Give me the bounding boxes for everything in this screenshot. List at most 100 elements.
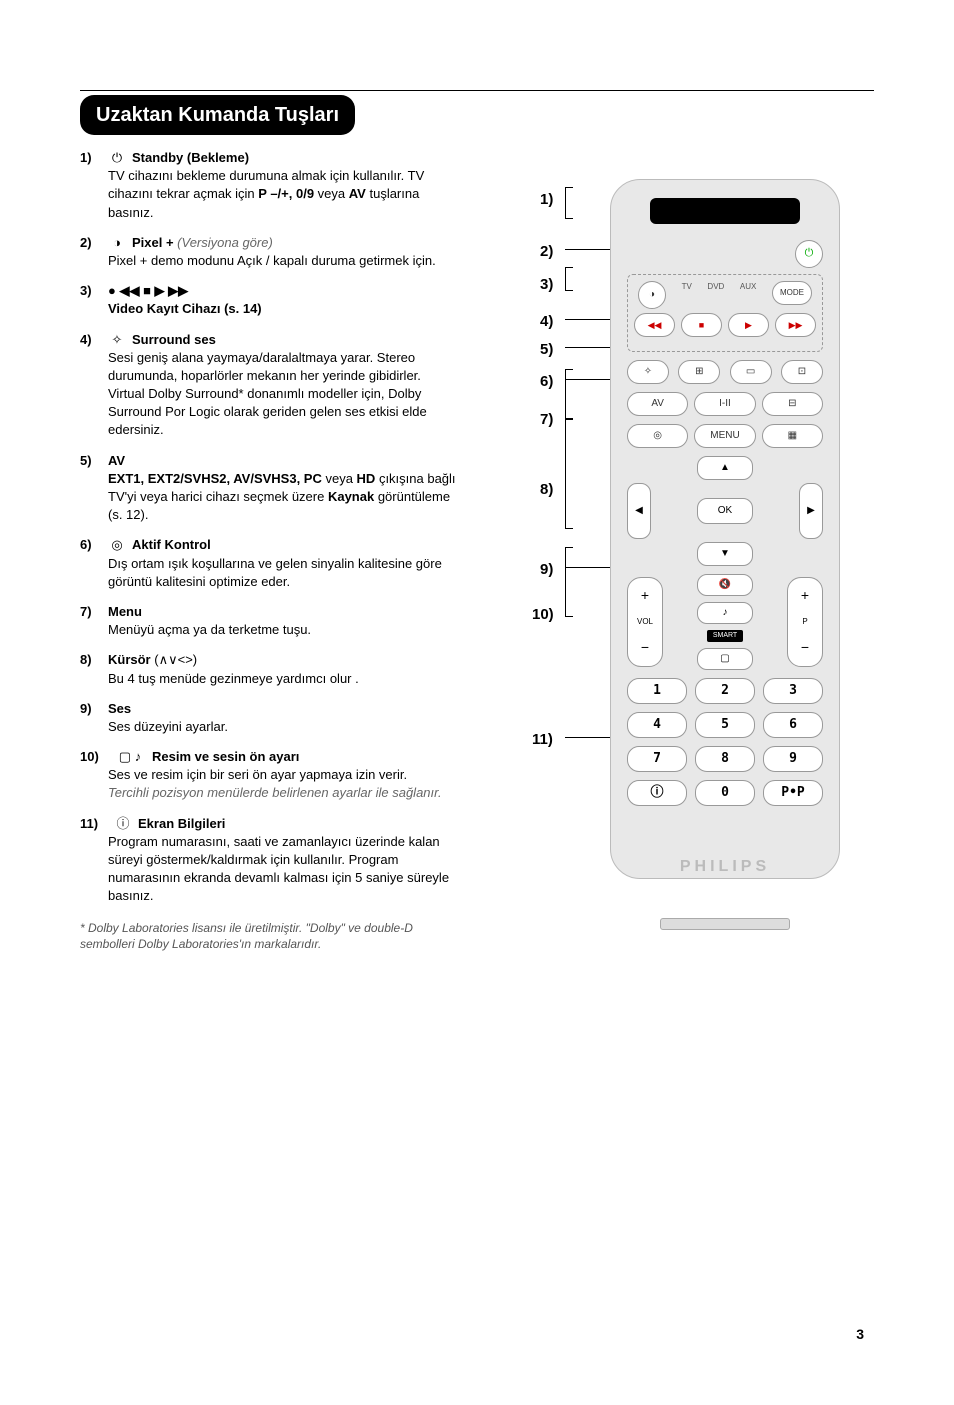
- forward-button[interactable]: ▶▶: [775, 313, 816, 337]
- item-11: 11) ⓘ Ekran Bilgileri Program numarasını…: [80, 815, 460, 906]
- digit-5-button[interactable]: 5: [695, 712, 755, 738]
- item-2: 2) ◑ Pixel + (Versiyona göre) Pixel + de…: [80, 234, 460, 270]
- item-num: 4): [80, 331, 102, 349]
- digit-6-button[interactable]: 6: [763, 712, 823, 738]
- stop-button[interactable]: ■: [681, 313, 722, 337]
- ok-button[interactable]: OK: [697, 498, 753, 524]
- page-title: Uzaktan Kumanda Tuşları: [80, 95, 355, 135]
- brand-logo: PHILIPS: [627, 856, 823, 878]
- item-5: 5) AV EXT1, EXT2/SVHS2, AV/SVHS3, PC vey…: [80, 452, 460, 525]
- teletext-button[interactable]: ⊞: [678, 360, 720, 384]
- mode-button[interactable]: MODE: [772, 281, 812, 305]
- item-num: 2): [80, 234, 102, 252]
- mode-label: DVD: [707, 281, 724, 309]
- callout-line: [565, 547, 573, 617]
- item-head: Standby (Bekleme): [132, 149, 249, 167]
- av-button[interactable]: AV: [627, 392, 688, 416]
- item-head: Menu: [108, 603, 142, 621]
- item-num: 7): [80, 603, 102, 621]
- item-head: Pixel + (Versiyona göre): [132, 234, 273, 252]
- digit-4-button[interactable]: 4: [627, 712, 687, 738]
- item-head: Aktif Kontrol: [132, 536, 211, 554]
- cursor-right-button[interactable]: ▶: [799, 483, 823, 539]
- list-button[interactable]: ⊟: [762, 392, 823, 416]
- smart-sound-button[interactable]: ♪: [697, 602, 753, 624]
- item-1: 1) ⏻ Standby (Bekleme) TV cihazını bekle…: [80, 149, 460, 222]
- guide-button[interactable]: ▦: [762, 424, 823, 448]
- item-head: Ekran Bilgileri: [138, 815, 225, 833]
- transport-icons: ● ◀◀ ■ ▶ ▶▶: [108, 282, 188, 300]
- mute-button[interactable]: 🔇: [697, 574, 753, 596]
- callout-line: [565, 369, 573, 419]
- callout-2: 2): [540, 241, 553, 262]
- power-button[interactable]: ⏻: [795, 240, 823, 268]
- mode-section: ◑ TV DVD AUX MODE ◀◀ ■ ▶ ▶▶: [627, 274, 823, 352]
- digit-7-button[interactable]: 7: [627, 746, 687, 772]
- item-head: Kürsör (∧∨<>): [108, 651, 197, 669]
- item-num: 3): [80, 282, 102, 300]
- pp-button[interactable]: P•P: [763, 780, 823, 806]
- digit-2-button[interactable]: 2: [695, 678, 755, 704]
- digit-3-button[interactable]: 3: [763, 678, 823, 704]
- item-num: 1): [80, 149, 102, 167]
- item-num: 6): [80, 536, 102, 554]
- item-4: 4) ✧ Surround ses Sesi geniş alana yayma…: [80, 331, 460, 440]
- ir-window: [650, 198, 800, 224]
- number-pad: 1 2 3 4 5 6 7 8 9 ⓘ 0 P•P: [627, 678, 823, 806]
- digit-8-button[interactable]: 8: [695, 746, 755, 772]
- content-row: 1) ⏻ Standby (Bekleme) TV cihazını bekle…: [80, 149, 874, 953]
- callout-8: 8): [540, 479, 553, 500]
- menu-button[interactable]: MENU: [694, 424, 755, 448]
- item-body: Pixel + demo modunu Açık / kapalı duruma…: [108, 252, 460, 270]
- cursor-up-button[interactable]: ▲: [697, 456, 753, 480]
- item-num: 9): [80, 700, 102, 718]
- program-rocker[interactable]: + P −: [787, 577, 823, 667]
- active-control-button[interactable]: ◎: [627, 424, 688, 448]
- cursor-left-button[interactable]: ◀: [627, 483, 651, 539]
- format-button[interactable]: ▭: [730, 360, 772, 384]
- smart-icon: ▢ ♪: [114, 748, 146, 766]
- digit-1-button[interactable]: 1: [627, 678, 687, 704]
- page-number: 3: [856, 1325, 864, 1345]
- right-column: 1) 2) 3) 4) 5) 6) 7) 8) 9) 10) 1: [490, 149, 874, 953]
- digit-0-button[interactable]: 0: [695, 780, 755, 806]
- surround-button[interactable]: ✧: [627, 360, 669, 384]
- callout-10: 10): [532, 604, 554, 625]
- vol-label: VOL: [637, 616, 653, 627]
- callout-1: 1): [540, 189, 553, 210]
- callout-line: [565, 187, 573, 219]
- nav-pad: ▲ ▼ ◀ ▶ OK: [627, 456, 823, 566]
- item-num: 5): [80, 452, 102, 470]
- callout-line: [565, 267, 573, 291]
- volume-rocker[interactable]: + VOL −: [627, 577, 663, 667]
- left-column: 1) ⏻ Standby (Bekleme) TV cihazını bekle…: [80, 149, 460, 953]
- item-head: Ses: [108, 700, 131, 718]
- info-icon: ⓘ: [114, 815, 132, 833]
- info-button[interactable]: ⓘ: [627, 780, 687, 806]
- cursor-down-button[interactable]: ▼: [697, 542, 753, 566]
- p-label: P: [802, 616, 807, 627]
- item-head2: Video Kayıt Cihazı (s. 14): [108, 300, 460, 318]
- item-6: 6) ◎ Aktif Kontrol Dış ortam ışık koşull…: [80, 536, 460, 591]
- item-7: 7) Menu Menüyü açma ya da terketme tuşu.: [80, 603, 460, 639]
- item-body: Sesi geniş alana yaymaya/daralaltmaya ya…: [108, 349, 460, 440]
- plus-icon: +: [801, 586, 809, 606]
- item-body: Dış ortam ışık koşullarına ve gelen siny…: [108, 555, 460, 591]
- item-head: AV: [108, 452, 125, 470]
- digit-9-button[interactable]: 9: [763, 746, 823, 772]
- callout-3: 3): [540, 274, 553, 295]
- sleep-button[interactable]: I-II: [694, 392, 755, 416]
- smart-picture-button[interactable]: ▢: [697, 648, 753, 670]
- pixel-button[interactable]: ◑: [638, 281, 666, 309]
- footnote: * Dolby Laboratories lisansı ile üretilm…: [80, 920, 460, 954]
- rewind-button[interactable]: ◀◀: [634, 313, 675, 337]
- play-button[interactable]: ▶: [728, 313, 769, 337]
- remote-body: ⏻ ◑ TV DVD AUX MODE ◀◀ ■ ▶ ▶▶: [610, 179, 840, 879]
- item-num: 11): [80, 815, 108, 833]
- callout-4: 4): [540, 311, 553, 332]
- item-head: Surround ses: [132, 331, 216, 349]
- item-body: Bu 4 tuş menüde gezinmeye yardımcı olur …: [108, 670, 460, 688]
- dual-button[interactable]: ⊡: [781, 360, 823, 384]
- callout-6: 6): [540, 371, 553, 392]
- active-control-icon: ◎: [108, 536, 126, 554]
